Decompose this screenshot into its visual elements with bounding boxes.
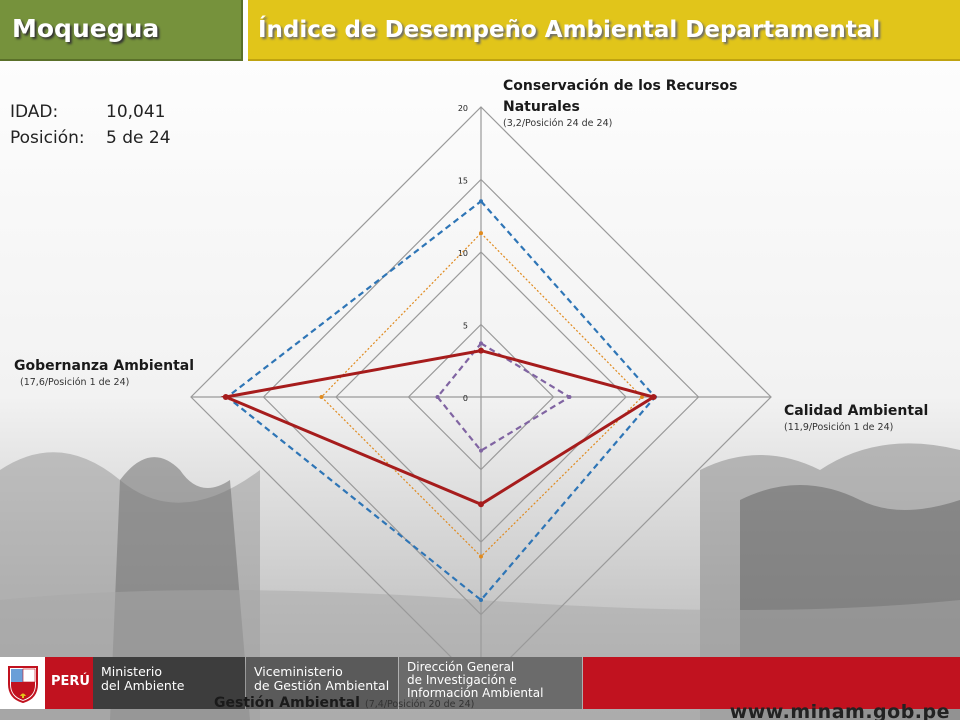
tick-label-0: 0 [463,394,468,403]
footer-website-link[interactable]: www.minam.gob.pe [729,701,950,720]
footer-vice-ministry: Viceministerio de Gestión Ambiental [246,657,398,709]
series-1-point-2 [479,598,483,602]
axis-label-calidad-name: Calidad Ambiental [784,403,929,419]
footer-ministry: Ministerio del Ambiente [93,657,245,709]
series-2-point-0 [479,231,483,236]
axis-label-gobernanza: Gobernanza Ambiental (17,6/Posición 1 de… [14,356,204,388]
footer-country: PERÚ [51,674,90,689]
series-2-point-3 [319,395,324,399]
region-header: Moquegua [0,0,243,61]
footer-direction-line-2: de Investigación e [407,673,517,687]
idad-info: IDAD: 10,041 [10,102,165,122]
footer-ministry-line-1: Ministerio [101,664,163,679]
series-1-line [225,199,657,602]
footer-vice-line-1: Viceministerio [254,664,343,679]
axis-label-conservacion-name: Conservación de los Recursos Naturales [503,78,738,115]
series-2-line [320,232,643,558]
footer-direction: Dirección General de Investigación e Inf… [399,657,582,709]
footer-ministry-line-2: del Ambiente [101,678,185,693]
axis-label-gestion: Gestión Ambiental (7,4/Posición 20 de 24… [214,692,514,714]
footer-direction-line-3: Información Ambiental [407,686,544,700]
series-0-point-2 [478,501,484,508]
series-3-point-1 [567,395,572,399]
tick-label-5: 5 [463,322,468,331]
series-1-point-0 [479,199,483,204]
position-label: Posición: [10,128,85,148]
footer: PERÚ Ministerio del Ambiente Viceministe… [0,657,960,720]
position-info: Posición: 5 de 24 [10,128,171,148]
axis-label-conservacion: Conservación de los Recursos Naturales (… [503,76,753,129]
axis-label-gobernanza-name: Gobernanza Ambiental [14,358,195,374]
axis-label-gestion-name: Gestión Ambiental [214,695,360,711]
idad-label: IDAD: [10,102,59,122]
axis-label-gestion-detail: (7,4/Posición 20 de 24) [365,699,475,710]
footer-vice-line-2: de Gestión Ambiental [254,678,390,693]
position-value: 5 de 24 [106,128,171,148]
footer-direction-line-1: Dirección General [407,660,515,674]
footer-country-badge: PERÚ [45,657,93,709]
tick-label-20: 20 [458,104,468,113]
series-0-point-0 [478,347,484,354]
axis-label-calidad-detail: (11,9/Posición 1 de 24) [784,422,894,433]
peru-coat-of-arms-icon [8,666,38,704]
page-title: Índice de Desempeño Ambiental Departamen… [258,17,881,43]
series-2-point-2 [479,554,483,559]
axis-label-conservacion-detail: (3,2/Posición 24 de 24) [503,118,613,129]
tick-label-15: 15 [458,177,468,186]
axis-label-calidad: Calidad Ambiental (11,9/Posición 1 de 24… [784,401,954,433]
series-3-point-2 [479,448,483,453]
region-title: Moquegua [12,14,160,43]
axis-label-gobernanza-detail: (17,6/Posición 1 de 24) [20,377,130,388]
footer-red-band [583,657,960,709]
series-2-point-1 [639,395,644,399]
title-header: Índice de Desempeño Ambiental Departamen… [248,0,960,61]
idad-value: 10,041 [106,102,166,122]
series-3-point-0 [479,341,483,346]
series-0-point-1 [650,394,657,400]
tick-label-10: 10 [458,249,468,258]
series-3-point-3 [435,395,440,399]
series-0-point-3 [222,394,229,400]
